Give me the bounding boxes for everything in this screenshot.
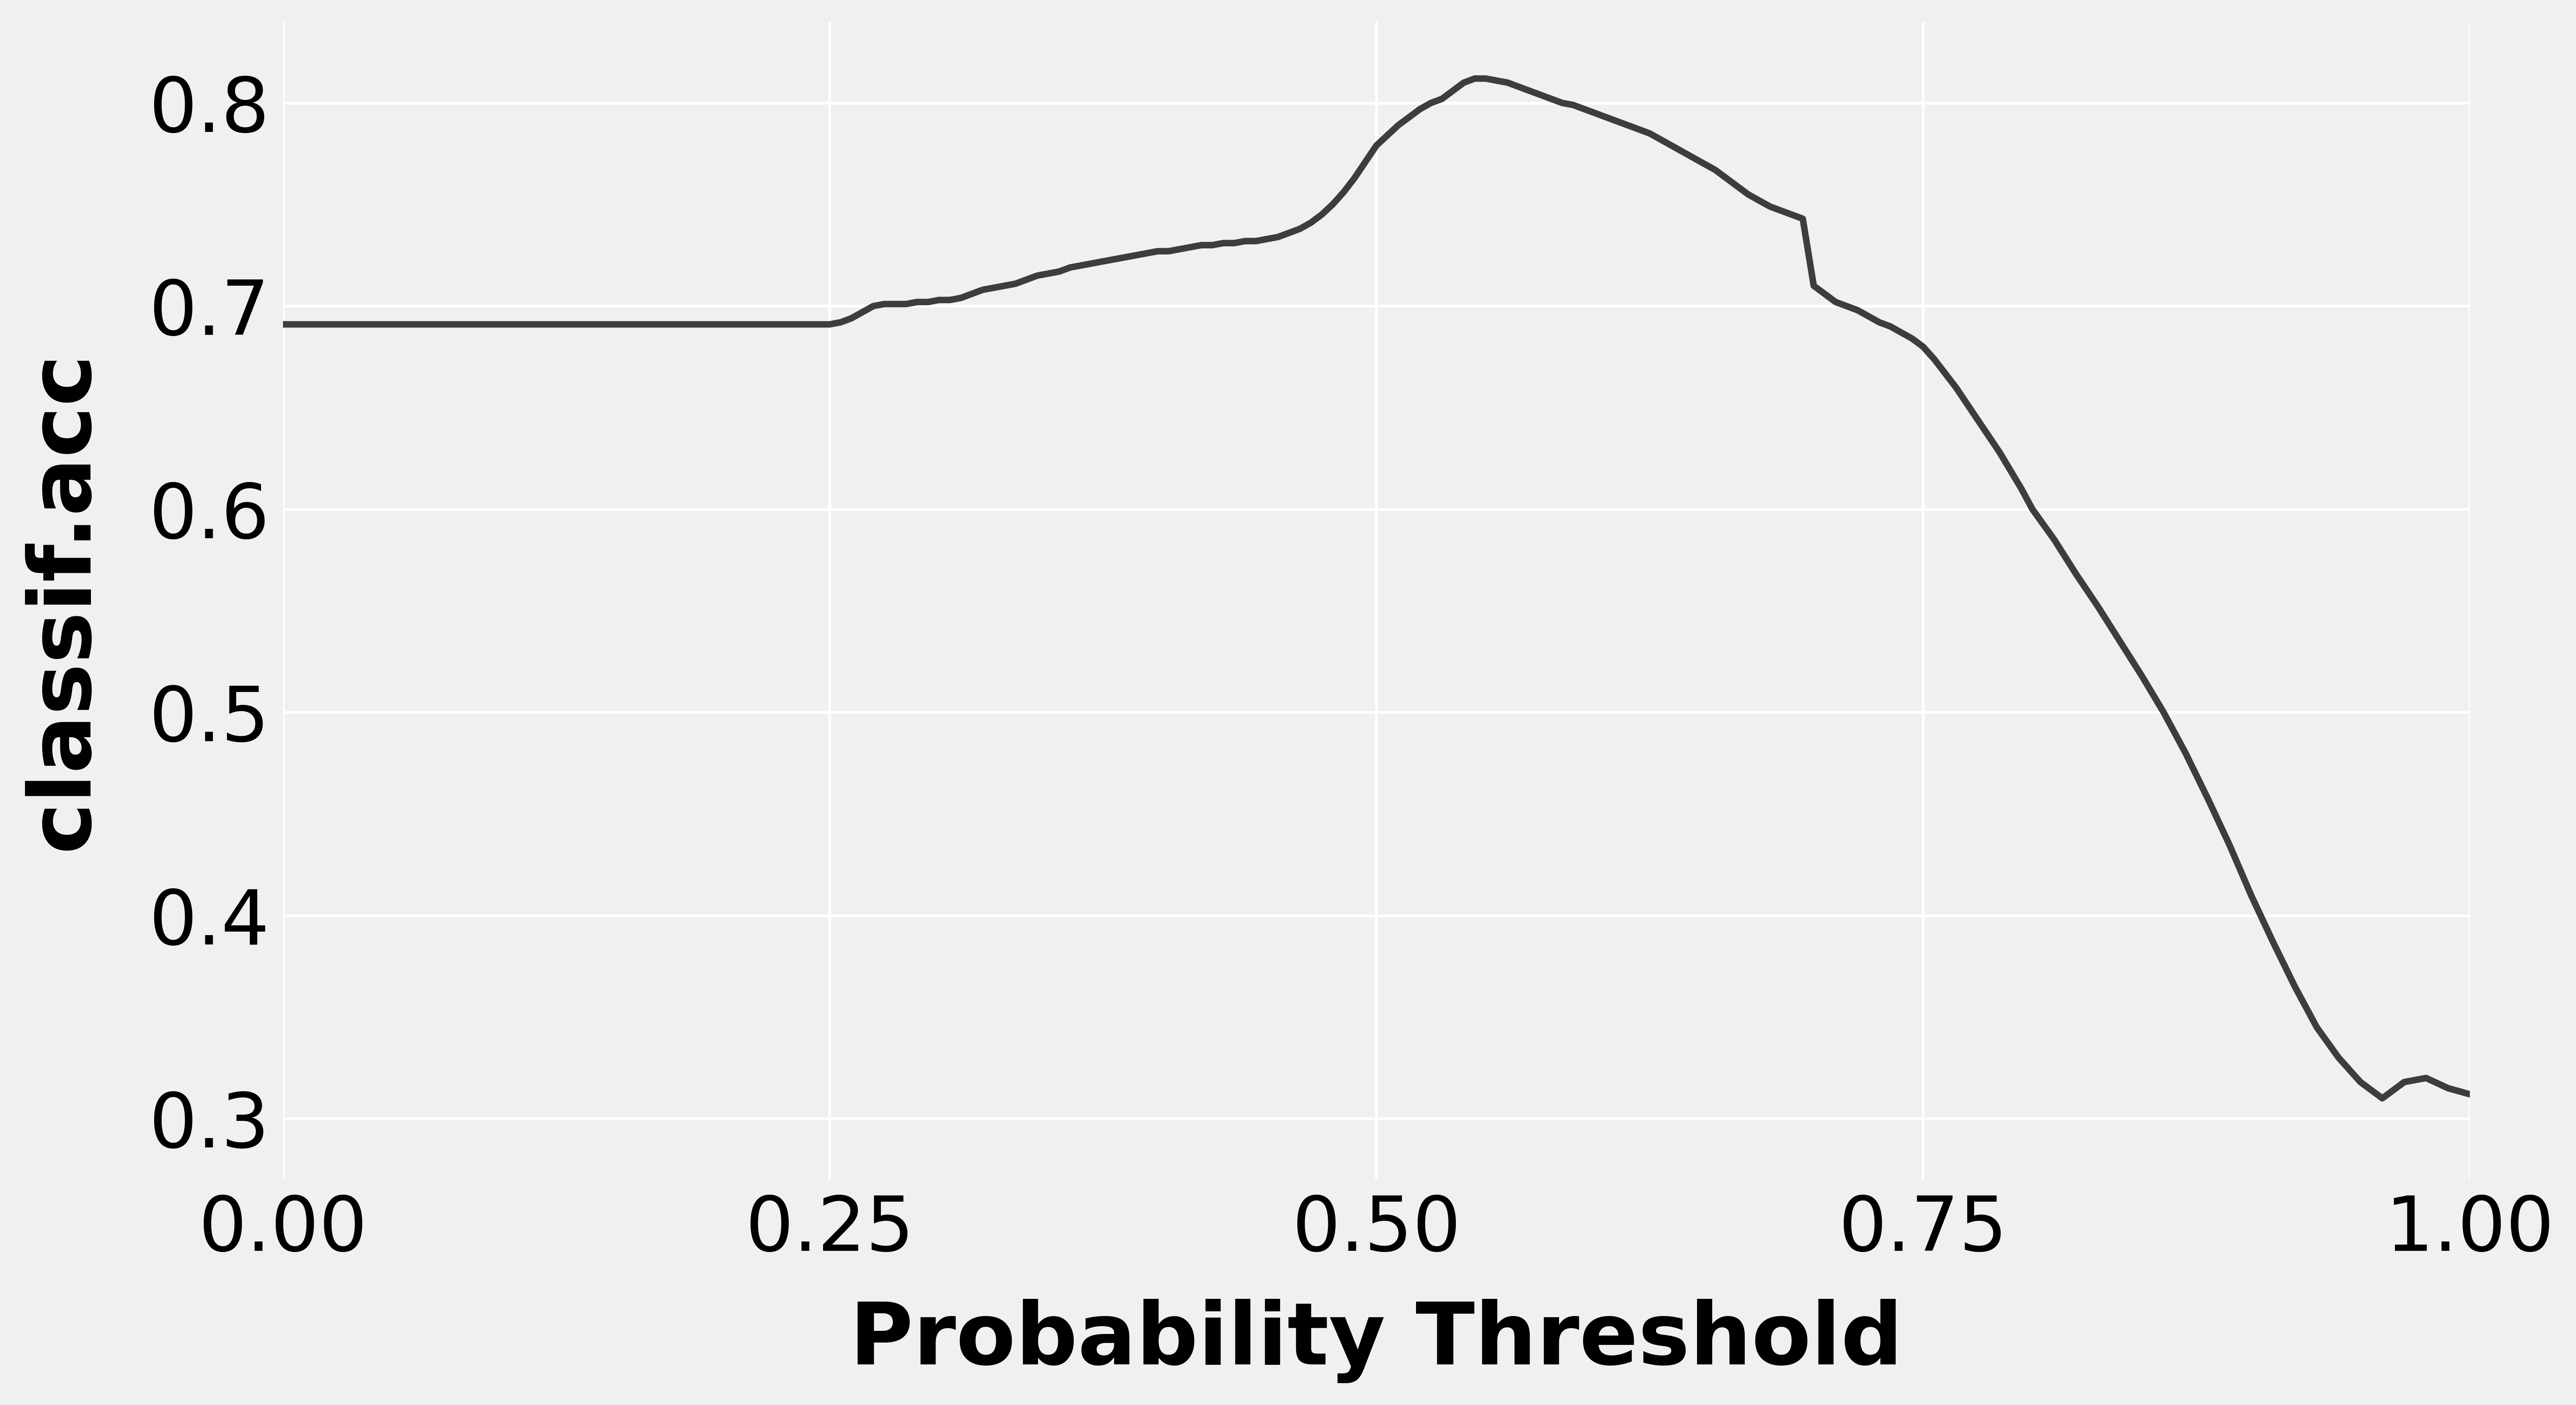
- X-axis label: Probability Threshold: Probability Threshold: [850, 1300, 1904, 1384]
- Y-axis label: classif.acc: classif.acc: [21, 351, 106, 850]
